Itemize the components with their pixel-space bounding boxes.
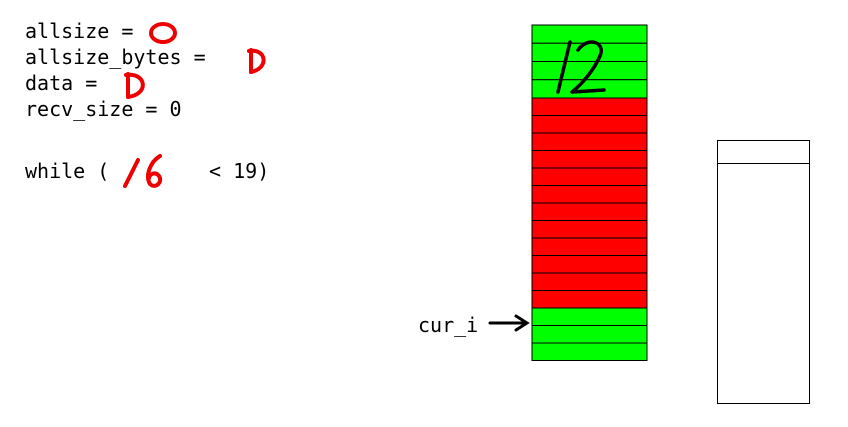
code-block: allsize = allsize_bytes = data = recv_si… <box>25 18 325 198</box>
buffer-row-filled-bottom <box>531 342 648 361</box>
allsize-bytes-value-handwritten <box>247 48 266 74</box>
buffer-rows <box>531 24 648 361</box>
code-line-while-prefix: while ( <box>25 159 110 183</box>
empty-buffer-header-divider <box>718 163 809 164</box>
cur-i-label: cur_i <box>418 313 479 337</box>
code-line-data: data = <box>25 71 98 95</box>
empty-buffer-box <box>717 140 810 404</box>
code-line-recv-size: recv_size = 0 <box>25 97 182 121</box>
allsize-value-handwritten <box>149 22 177 44</box>
code-line-allsize-bytes: allsize_bytes = <box>25 45 206 69</box>
block-number-handwritten <box>556 40 606 94</box>
code-line-allsize: allsize = <box>25 19 134 43</box>
while-value-handwritten <box>123 154 163 188</box>
code-line-while-suffix: < 19) <box>197 159 270 183</box>
data-value-handwritten <box>124 72 145 99</box>
